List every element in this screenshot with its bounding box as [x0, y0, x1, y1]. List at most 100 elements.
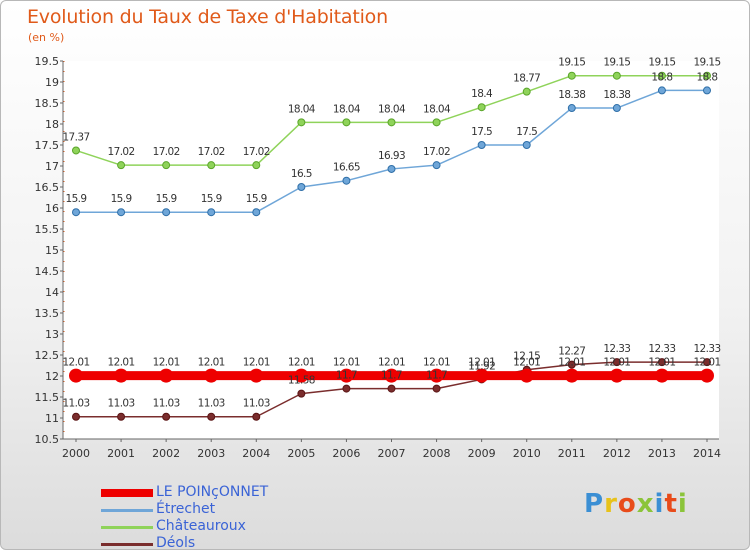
- logo-letter: r: [604, 489, 618, 519]
- data-point: [703, 358, 711, 367]
- data-label: 12.01: [693, 357, 720, 369]
- data-point: [657, 358, 666, 367]
- x-tick-label: 2013: [648, 447, 676, 460]
- x-tick-label: 2003: [197, 447, 225, 460]
- y-tick-label: 19.5: [35, 55, 60, 68]
- data-label: 11.03: [243, 398, 270, 410]
- data-label: 11.7: [336, 370, 357, 382]
- data-point: [117, 161, 126, 170]
- x-tick-label: 2001: [107, 447, 135, 460]
- data-point: [522, 87, 531, 96]
- data-label: 17.5: [516, 126, 537, 138]
- y-tick-label: 17: [45, 160, 59, 173]
- legend-swatch: [101, 509, 153, 512]
- data-point: [657, 86, 666, 95]
- y-tick-label: 18.5: [35, 97, 60, 110]
- data-label: 12.01: [198, 357, 225, 369]
- data-label: 17.02: [198, 146, 225, 158]
- data-label: 12.33: [693, 343, 720, 355]
- legend-label: LE POINçONNET: [156, 484, 269, 500]
- data-label: 15.9: [201, 193, 222, 205]
- y-tick-label: 16: [45, 202, 59, 215]
- data-label: 16.93: [378, 150, 405, 162]
- y-tick-label: 14: [45, 286, 59, 299]
- x-tick-label: 2009: [468, 447, 496, 460]
- data-label: 16.5: [291, 168, 312, 180]
- data-label: 19.15: [558, 57, 585, 69]
- data-point: [252, 161, 261, 170]
- data-label: 12.33: [648, 343, 675, 355]
- data-point: [477, 103, 486, 112]
- y-tick-label: 16.5: [35, 181, 60, 194]
- data-point: [432, 384, 441, 393]
- data-label: 19.15: [648, 57, 675, 69]
- data-label: 12.01: [603, 357, 630, 369]
- data-point: [69, 368, 83, 383]
- data-label: 18.38: [558, 89, 585, 101]
- data-label: 12.27: [558, 346, 585, 358]
- y-tick-label: 18: [45, 118, 59, 131]
- y-tick-label: 15.5: [35, 223, 60, 236]
- data-label: 18.77: [513, 73, 540, 85]
- y-tick-label: 12.5: [35, 349, 60, 362]
- data-point: [72, 412, 80, 421]
- data-point: [72, 146, 80, 155]
- legend-swatch: [101, 526, 153, 529]
- logo-letter: x: [636, 489, 655, 519]
- data-point: [294, 368, 309, 383]
- x-tick-label: 2012: [603, 447, 631, 460]
- data-label: 11.03: [198, 398, 225, 410]
- data-point: [342, 176, 351, 185]
- data-label: 12.01: [153, 357, 180, 369]
- legend-label: Déols: [156, 535, 196, 550]
- y-tick-label: 10.5: [35, 433, 60, 446]
- data-label: 18.04: [288, 103, 316, 115]
- data-label: 12.15: [513, 351, 540, 363]
- data-label: 17.02: [108, 146, 135, 158]
- data-label: 19.15: [603, 57, 630, 69]
- data-label: 18.04: [333, 103, 361, 115]
- data-point: [384, 368, 399, 383]
- data-label: 15.9: [246, 193, 267, 205]
- data-label: 18.8: [651, 71, 672, 83]
- x-tick-label: 2000: [62, 447, 90, 460]
- data-point: [612, 71, 621, 80]
- data-label: 18.04: [423, 103, 451, 115]
- data-label: 18.4: [471, 88, 493, 100]
- x-tick-label: 2007: [378, 447, 406, 460]
- data-label: 19.15: [693, 57, 720, 69]
- data-label: 12.01: [62, 357, 89, 369]
- data-label: 16.65: [333, 162, 360, 174]
- data-point: [703, 86, 711, 95]
- legend-label: Châteauroux: [156, 518, 246, 534]
- y-tick-label: 13.5: [35, 307, 60, 320]
- data-label: 11.58: [288, 375, 315, 387]
- data-point: [703, 71, 711, 80]
- data-point: [700, 368, 714, 383]
- x-tick-label: 2008: [423, 447, 451, 460]
- data-point: [252, 208, 261, 217]
- data-point: [567, 71, 576, 80]
- data-label: 11.03: [153, 398, 180, 410]
- data-label: 15.9: [156, 193, 177, 205]
- data-point: [564, 368, 579, 383]
- data-point: [162, 208, 171, 217]
- data-point: [432, 161, 441, 170]
- data-point: [612, 358, 621, 367]
- data-label: 11.92: [468, 360, 495, 372]
- legend-label: Étrechet: [156, 501, 216, 517]
- data-point: [72, 208, 80, 217]
- data-point: [609, 368, 624, 383]
- data-point: [117, 412, 126, 421]
- y-tick-label: 17.5: [35, 139, 60, 152]
- data-point: [114, 368, 129, 383]
- x-tick-label: 2010: [513, 447, 541, 460]
- data-point: [297, 118, 306, 127]
- data-point: [162, 161, 171, 170]
- logo-letter: t: [664, 489, 678, 519]
- data-point: [207, 208, 216, 217]
- x-tick-label: 2004: [242, 447, 270, 460]
- data-label: 11.7: [426, 370, 447, 382]
- data-label: 12.01: [558, 357, 585, 369]
- data-label: 11.7: [381, 370, 402, 382]
